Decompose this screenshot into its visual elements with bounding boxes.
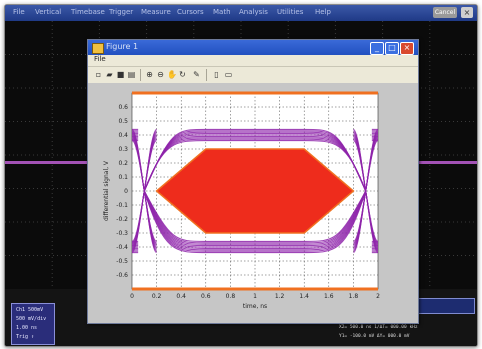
y-axis-label: differential signal, V (103, 160, 110, 221)
eye-trace (143, 190, 367, 248)
y-tick-label: 0.1 (118, 174, 128, 181)
scope-menu-measure[interactable]: Measure (141, 8, 171, 16)
acquisition-status-box[interactable] (417, 298, 475, 314)
oscilloscope-window: File Vertical Timebase Trigger Measure Cursor… (4, 4, 478, 347)
x-tick-label: 0.4 (176, 293, 186, 300)
figure-app-icon (92, 43, 104, 54)
figure-menubar: File (88, 55, 418, 66)
x-tick-label: 1 (253, 293, 257, 300)
x-tick-label: 0 (130, 293, 134, 300)
figure-toolbar: ▫ ▰ ■ ▤ ⊕ ⊖ ✋ ↻ ✎ ▯ ▭ (88, 66, 418, 84)
x-tick-label: 1.8 (349, 293, 359, 300)
y-tick-label: -0.1 (116, 202, 128, 209)
scope-menu-vertical[interactable]: Vertical (35, 8, 62, 16)
eye-mask (155, 148, 355, 234)
channel-line: Ch1 500mV (16, 307, 44, 313)
eye-trace (131, 128, 158, 242)
channel-line: 500 mV/div (16, 316, 47, 322)
plot-panel: 0 0.2 0.4 0.6 0.8 1 1.2 1.4 1.6 1.8 2 0.6 0.5 0.4 0.3… (88, 83, 418, 323)
cursor-readout: X2= 500.0 ns 1/ΔT= 000.00 kHz (339, 325, 418, 330)
scope-trace-right (415, 161, 477, 164)
toolbar-separator (140, 69, 141, 81)
channel-settings-box[interactable]: Ch1 500mV 500 mV/div 1.00 ns Trig ↑ (11, 303, 55, 345)
y-tick-label: 0.4 (118, 132, 128, 139)
x-tick-label: 1.2 (275, 293, 285, 300)
save-icon[interactable]: ■ (116, 70, 125, 79)
eye-trace (143, 190, 367, 245)
cursor-readout: Y1= -100.0 mV ΔY= 000.0 mV (339, 334, 410, 339)
eye-trace (143, 190, 367, 249)
scope-trace-left (5, 161, 91, 164)
close-button[interactable]: × (400, 42, 414, 55)
y-tick-label: -0.4 (116, 244, 128, 251)
maximize-button[interactable]: □ (385, 42, 399, 55)
eye-trace (143, 190, 367, 244)
figure-title: Figure 1 (106, 42, 139, 51)
eye-trace (143, 190, 367, 242)
y-tick-label: 0.2 (118, 160, 128, 167)
y-tick-label: 0.3 (118, 146, 128, 153)
scope-menu-trigger[interactable]: Trigger (109, 8, 134, 16)
y-tick-label: 0.6 (118, 104, 128, 111)
x-tick-label: 0.6 (201, 293, 211, 300)
pan-icon[interactable]: ✋ (167, 70, 177, 79)
scope-menubar: File Vertical Timebase Trigger Measure Cursor… (5, 5, 477, 21)
scope-menu-file[interactable]: File (13, 8, 25, 16)
y-tick-label: 0 (124, 188, 128, 195)
y-tick-label: -0.3 (116, 230, 128, 237)
channel-line: 1.00 ns (16, 325, 38, 331)
print-icon[interactable]: ▤ (127, 70, 136, 79)
scope-menu-utilities[interactable]: Utilities (277, 8, 304, 16)
rotate-icon[interactable]: ↻ (179, 70, 186, 79)
eye-trace (143, 190, 367, 252)
y-tick-label: -0.5 (116, 258, 128, 265)
scope-menu-cursors[interactable]: Cursors (177, 8, 204, 16)
y-tick-label: 0.5 (118, 118, 128, 125)
figure-window[interactable]: Figure 1 _ □ × File ▫ ▰ ■ ▤ ⊕ ⊖ ✋ ↻ ✎ ▯ … (87, 39, 419, 324)
scope-close-icon[interactable]: × (461, 7, 473, 18)
legend-icon[interactable]: ▭ (224, 70, 233, 79)
y-tick-label: -0.2 (116, 216, 128, 223)
eye-trace (143, 128, 367, 192)
x-axis-label: time, ns (243, 303, 267, 310)
x-tick-label: 1.4 (299, 293, 309, 300)
eye-trace (143, 190, 367, 254)
zoom-in-icon[interactable]: ⊕ (146, 70, 153, 79)
x-tick-label: 0.2 (152, 293, 162, 300)
scope-menu-math[interactable]: Math (213, 8, 231, 16)
eye-diagram-axes[interactable]: 0 0.2 0.4 0.6 0.8 1 1.2 1.4 1.6 1.8 2 0.6 0.5 0.4 0.3… (88, 83, 418, 323)
channel-line: Trig ↑ (16, 334, 35, 340)
scope-menu-help[interactable]: Help (315, 8, 331, 16)
eye-trace (352, 128, 379, 242)
x-tick-label: 2 (376, 293, 380, 300)
new-icon[interactable]: ▫ (95, 70, 102, 79)
data-cursor-icon[interactable]: ✎ (193, 70, 200, 79)
scope-menu-timebase[interactable]: Timebase (71, 8, 105, 16)
menu-file[interactable]: File (94, 55, 106, 63)
scope-menu-analysis[interactable]: Analysis (239, 8, 268, 16)
scope-cancel-button[interactable]: Cancel (433, 7, 457, 18)
open-icon[interactable]: ▰ (106, 70, 113, 79)
toolbar-separator (206, 69, 207, 81)
zoom-out-icon[interactable]: ⊖ (157, 70, 164, 79)
y-tick-label: -0.6 (116, 272, 128, 279)
eye-trace (143, 190, 367, 247)
x-tick-label: 0.8 (226, 293, 236, 300)
colorbar-icon[interactable]: ▯ (214, 70, 219, 79)
eye-trace (143, 190, 367, 251)
x-tick-label: 1.6 (324, 293, 334, 300)
figure-titlebar[interactable]: Figure 1 _ □ × (88, 40, 418, 55)
minimize-button[interactable]: _ (370, 42, 384, 55)
